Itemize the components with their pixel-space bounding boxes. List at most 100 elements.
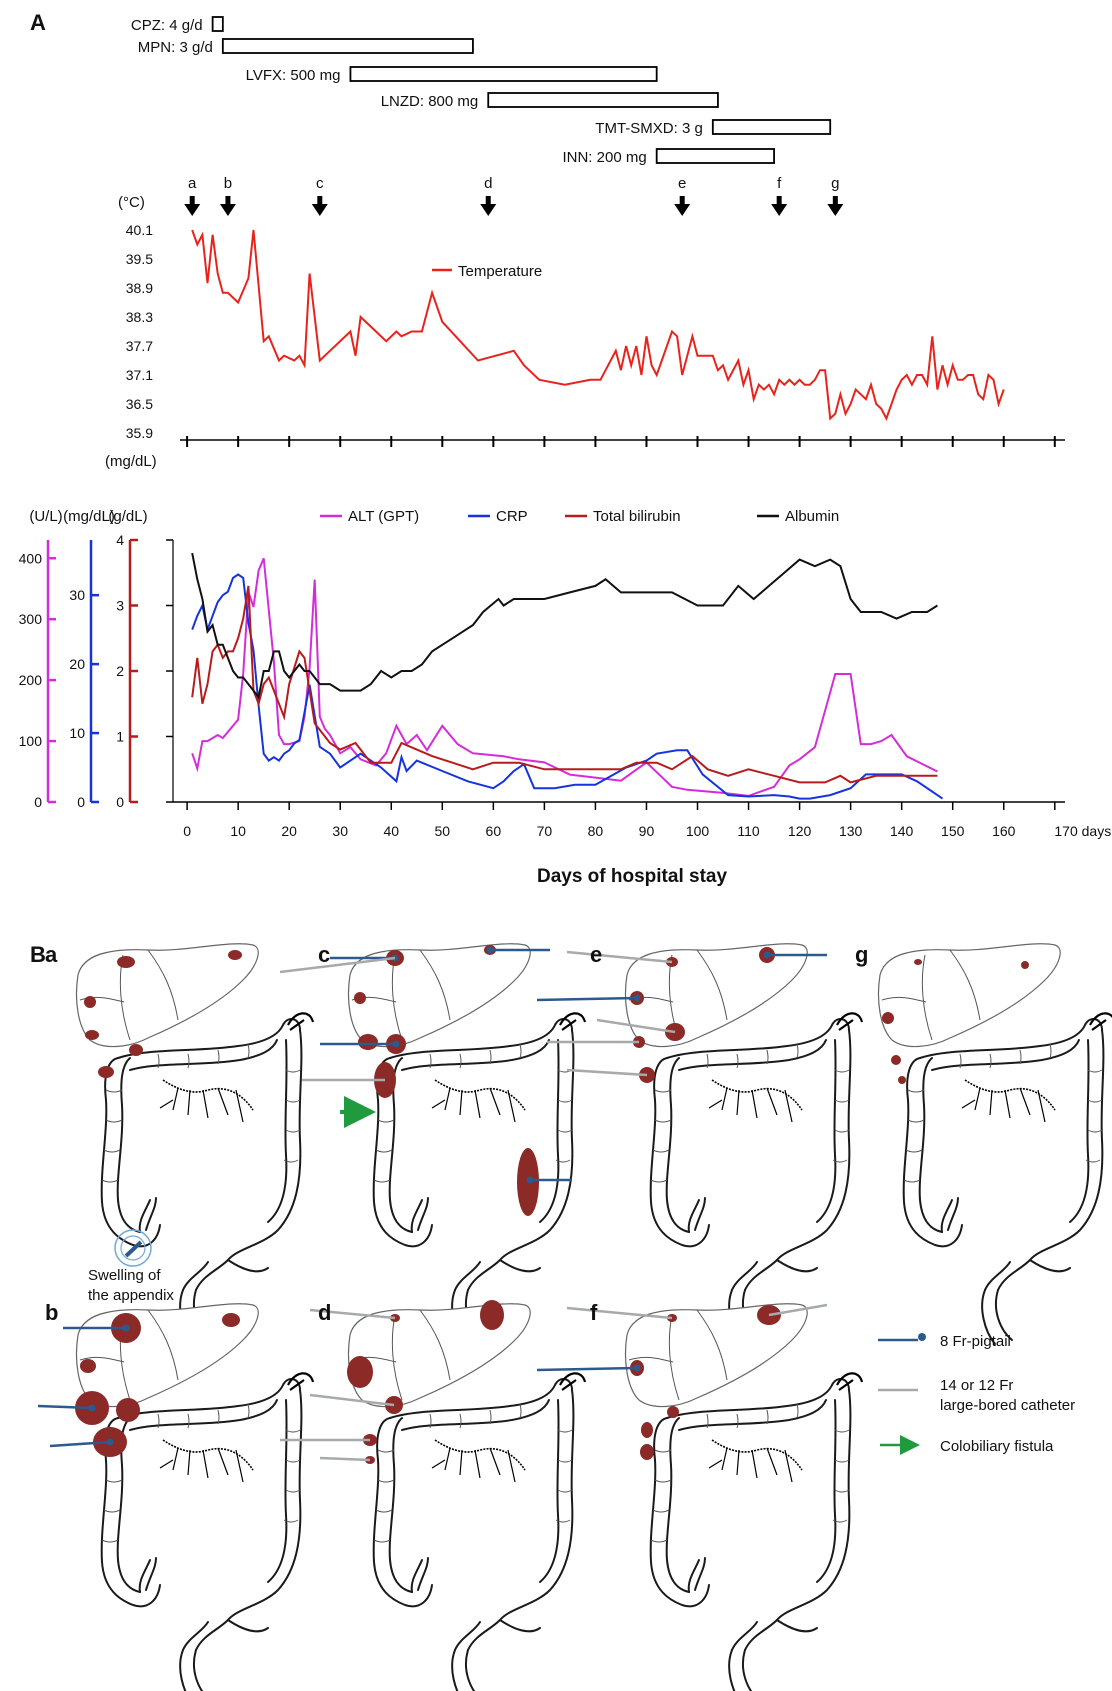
abscess — [358, 1034, 378, 1050]
lab-y-tick-label: 2 — [116, 663, 124, 679]
lab-x-tick-label: 170 days — [1054, 823, 1111, 839]
subpanel-label: e — [590, 942, 602, 967]
abscess — [914, 959, 922, 965]
temperature-legend-label: Temperature — [458, 263, 542, 280]
abscess — [116, 1398, 140, 1422]
pigtail-tip — [88, 1404, 96, 1412]
lab-axis-unit: (U/L) — [29, 508, 62, 525]
subpanel-label: b — [45, 1300, 58, 1325]
abscess — [480, 1300, 504, 1330]
lab-legend-label: ALT (GPT) — [348, 508, 419, 525]
subpanel-label: f — [590, 1300, 598, 1325]
abscess — [640, 1444, 654, 1460]
large-catheter — [566, 1306, 673, 1320]
appendix-note-line1: Swelling of — [88, 1267, 161, 1284]
lab-series — [191, 552, 944, 800]
pigtail-tip — [633, 994, 641, 1002]
lab-x-tick-label: 80 — [588, 823, 604, 839]
lab-y-axes: (U/L) 0 100 200 300 400 (mg/dL) 0 10 20 30 (g/dL) 0 1… — [19, 508, 174, 810]
time-marker-label: d — [484, 175, 492, 192]
large-catheter — [596, 1018, 676, 1034]
time-marker-arrowhead — [311, 204, 328, 216]
abscess — [85, 1030, 99, 1040]
liver-colon-drawing — [347, 1302, 587, 1691]
abscess — [354, 992, 366, 1004]
abscess — [129, 1044, 143, 1056]
large-catheter — [309, 1308, 396, 1320]
drug-label: TMT-SMXD: 3 g — [595, 120, 703, 137]
large-catheter — [309, 1393, 395, 1407]
legend-fistula-label: Colobiliary fistula — [940, 1438, 1054, 1455]
lab-axis-unit: (mg/dL) — [63, 508, 115, 525]
lab-series-line — [191, 552, 938, 700]
temperature-line — [191, 229, 1005, 421]
temperature-chart: (°C) 40.1 39.5 38.9 38.3 37.7 37.1 36.5 35.9 Te… — [118, 194, 1065, 447]
drug-bar — [655, 148, 775, 164]
anatomy-diagram-a — [75, 942, 315, 1346]
legend-catheter-label-2: large-bored catheter — [940, 1397, 1075, 1414]
lab-x-tick-label: 40 — [383, 823, 399, 839]
abscess — [667, 1406, 679, 1418]
lab-legend: ALT (GPT) CRP Total bilirubin Albumin — [320, 508, 839, 525]
lab-x-tick-label: 110 — [737, 823, 760, 839]
lab-x-tick-label: 0 — [183, 823, 191, 839]
lab-x-tick-label: 130 — [839, 823, 863, 839]
large-catheter — [768, 1303, 828, 1317]
lab-y-tick-label: 1 — [116, 729, 124, 745]
liver-colon-drawing — [624, 1302, 864, 1691]
appendix-highlight — [114, 1229, 152, 1267]
liver-colon-drawing — [624, 942, 864, 1346]
lab-x-tick-label: 70 — [537, 823, 553, 839]
lab-x-tick-label: 10 — [230, 823, 246, 839]
appendix-note-line2: the appendix — [88, 1287, 174, 1304]
x-axis-title: Days of hospital stay — [537, 866, 727, 887]
appendix-highlight-inner — [120, 1235, 146, 1261]
time-marker-arrow — [832, 196, 838, 204]
lab-values-chart: (mg/dL) (U/L)0100200300400(mg/dL)0102030… — [19, 453, 1112, 887]
drug-bar — [211, 16, 224, 32]
lab-x-axis: 0 10 20 30 40 50 60 70 80 90 100 110 120 130 140 150 160… — [173, 801, 1111, 839]
lab-x-tick-label: 100 — [686, 823, 710, 839]
temp-tick-label: 36.5 — [126, 396, 153, 412]
abscess — [84, 996, 96, 1008]
abscess — [347, 1356, 373, 1388]
abscess — [80, 1359, 96, 1373]
pigtail-tip — [633, 1364, 641, 1372]
temp-tick-label: 39.5 — [126, 251, 153, 267]
lab-y-tick-label: 10 — [69, 725, 85, 741]
abscess — [898, 1076, 906, 1084]
time-marker-arrow — [776, 196, 782, 204]
time-marker-arrowhead — [480, 204, 497, 216]
temp-tick-label: 38.9 — [126, 280, 153, 296]
anatomy-diagrams: a c e g b d f Swelling of the appendix — [37, 942, 1112, 1691]
pigtail-drain — [49, 1440, 111, 1448]
lab-x-tick-label: 30 — [332, 823, 348, 839]
pigtail-tip — [122, 1324, 130, 1332]
time-marker-arrow — [679, 196, 685, 204]
temperature-series — [191, 229, 1005, 421]
large-catheter — [319, 1456, 371, 1462]
abscess — [882, 1012, 894, 1024]
anatomy-diagram-d — [280, 1300, 587, 1691]
time-marker-arrow — [189, 196, 195, 204]
drainage-legend: 8 Fr-pigtail 14 or 12 Fr large-bored cat… — [878, 1333, 1075, 1455]
time-marker-arrowhead — [219, 204, 236, 216]
lab-x-tick-label: 20 — [281, 823, 297, 839]
lab-x-tick-label: 90 — [639, 823, 655, 839]
liver-colon-drawing — [347, 942, 587, 1346]
drug-bar — [487, 92, 719, 108]
lab-legend-label: Total bilirubin — [593, 508, 681, 525]
abscess — [891, 1055, 901, 1065]
temperature-unit: (°C) — [118, 194, 145, 211]
large-catheter — [566, 950, 673, 964]
pigtail-tip — [763, 951, 771, 959]
lab-legend-label: Albumin — [785, 508, 839, 525]
panel-b-label: B — [30, 942, 46, 967]
lab-y-tick-label: 300 — [19, 611, 43, 627]
anatomy-diagram-b — [37, 1302, 315, 1691]
lab-x-tick-label: 150 — [941, 823, 965, 839]
temp-tick-label: 38.3 — [126, 309, 153, 325]
lab-x-tick-label: 60 — [486, 823, 502, 839]
pigtail-tip — [106, 1438, 114, 1446]
time-marker-label: c — [316, 175, 324, 192]
